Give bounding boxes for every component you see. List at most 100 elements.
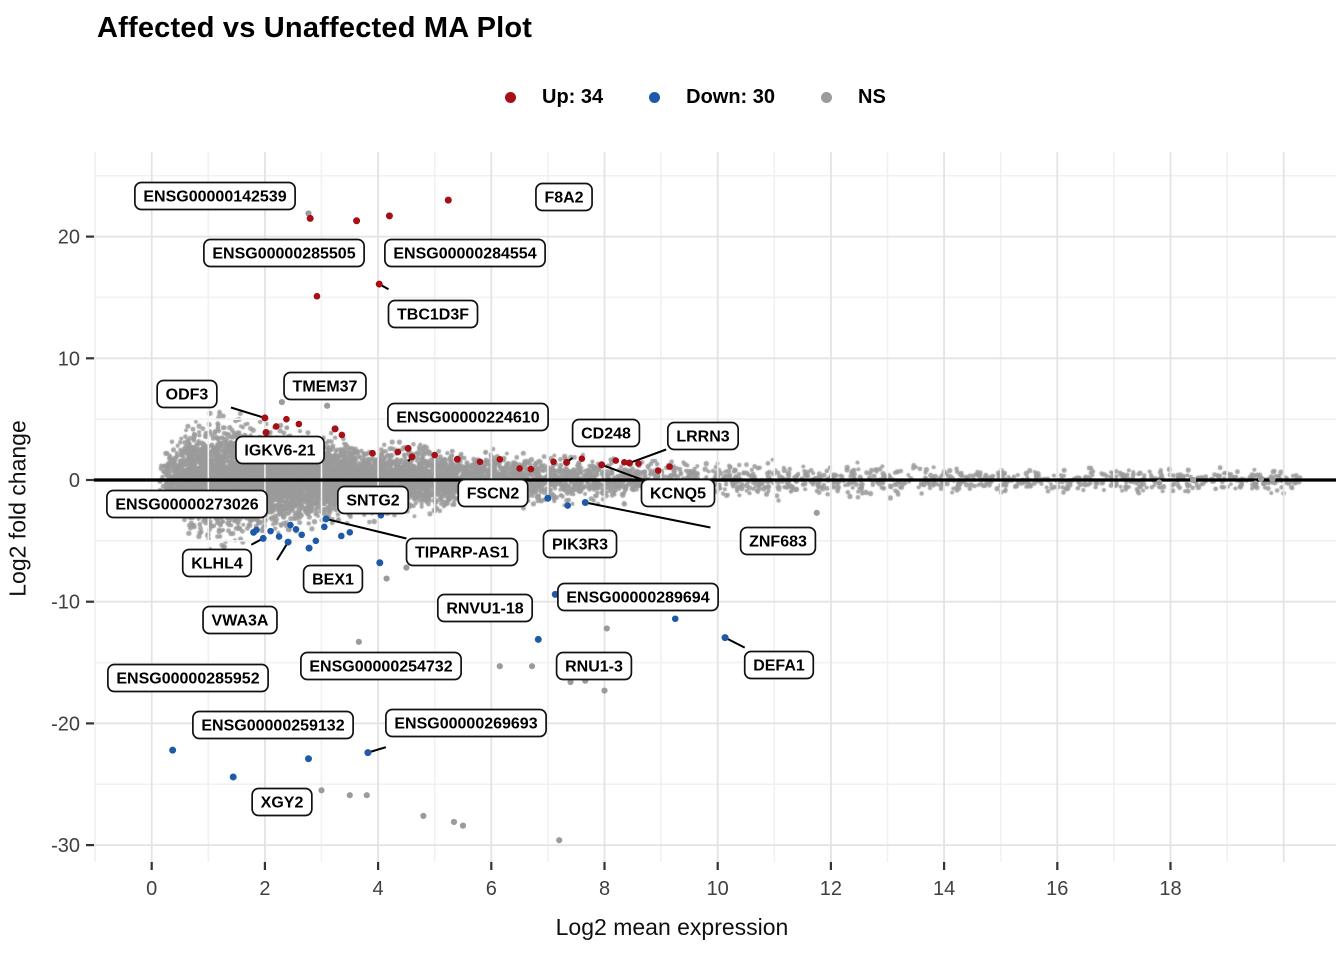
gene-label-TMEM37: TMEM37	[283, 371, 367, 401]
gene-point-TBC1D3F	[375, 280, 383, 288]
down-point	[287, 521, 294, 529]
up-point	[338, 431, 346, 439]
up-point	[516, 465, 523, 472]
down-point	[312, 537, 320, 545]
gene-point-ENSG00000254732	[376, 559, 384, 567]
gene-label-CD248: CD248	[571, 418, 641, 448]
gene-point-VWA3A	[284, 538, 292, 546]
ns-outlier-point	[383, 575, 390, 582]
gene-label-VWA3A: VWA3A	[202, 605, 278, 635]
ns-outlier-point	[603, 625, 610, 632]
gene-point-ODF3	[261, 414, 269, 422]
svg-text:ENSG00000269693: ENSG00000269693	[394, 716, 537, 733]
gene-point-BEX1	[305, 544, 313, 552]
gene-label-ENSG00000269693: ENSG00000269693	[385, 708, 547, 738]
ns-outlier-point	[450, 818, 458, 826]
gene-label-ENSG00000142539: ENSG00000142539	[134, 181, 296, 211]
svg-text:ODF3: ODF3	[166, 387, 209, 404]
gene-label-ENSG00000224610: ENSG00000224610	[387, 402, 549, 432]
svg-text:ENSG00000285505: ENSG00000285505	[212, 246, 355, 263]
up-point	[654, 467, 662, 474]
down-point	[275, 533, 283, 540]
gene-point-IGKV6-21	[262, 429, 270, 437]
gene-point-ENSG00000284554	[385, 212, 393, 220]
svg-text:CD248: CD248	[581, 426, 631, 443]
svg-text:LRRN3: LRRN3	[676, 429, 729, 446]
up-point	[496, 456, 504, 463]
ns-outlier-point	[813, 509, 820, 516]
ns-outlier-point	[278, 399, 285, 406]
svg-text:PIK3R3: PIK3R3	[552, 537, 608, 554]
gene-point-ENSG00000273026	[250, 528, 258, 536]
gene-label-BEX1: BEX1	[302, 564, 364, 594]
ns-outlier-point	[1190, 476, 1197, 484]
svg-text:KLHL4: KLHL4	[191, 556, 243, 573]
svg-text:ENSG00000284554: ENSG00000284554	[393, 246, 536, 263]
gene-labels: ENSG00000142539 F8A2 ENSG00000285505 ENSG00…	[106, 181, 817, 817]
ns-outlier-point	[459, 822, 467, 829]
ns-outlier-point	[496, 663, 503, 670]
gene-label-ENSG00000259132: ENSG00000259132	[192, 710, 354, 740]
svg-text:XGY2: XGY2	[261, 795, 304, 812]
gene-label-ODF3: ODF3	[156, 379, 218, 409]
y-axis-title: Log2 fold change	[4, 420, 31, 597]
up-point	[295, 420, 303, 428]
gene-label-TBC1D3F: TBC1D3F	[387, 299, 479, 329]
ns-outlier-point	[1257, 475, 1265, 482]
gene-label-ENSG00000284554: ENSG00000284554	[384, 238, 546, 268]
svg-text:VWA3A: VWA3A	[212, 613, 269, 630]
y-tick-label: -10	[51, 592, 80, 614]
x-tick-label: 16	[1046, 878, 1068, 900]
ns-outlier-point	[324, 402, 331, 409]
up-point	[666, 463, 673, 470]
down-point	[564, 502, 572, 509]
ns-outlier-point	[346, 792, 353, 799]
up-point	[621, 459, 628, 466]
ns-outlier-point	[556, 837, 563, 844]
y-tick-label: -20	[51, 713, 80, 735]
up-point	[635, 460, 642, 467]
gene-point-F8A2	[444, 196, 452, 204]
up-point	[283, 415, 290, 423]
down-point	[671, 615, 679, 623]
x-tick-label: 2	[259, 878, 270, 900]
x-tick-label: 6	[486, 878, 497, 900]
gene-label-PIK3R3: PIK3R3	[542, 529, 618, 559]
up-point	[578, 455, 586, 463]
gene-point-TIPARP-AS1	[322, 515, 330, 523]
axis-ticks: 0 2 4 6 8 10 12 14 16 18 20 10 0 -10 -20 -30	[51, 227, 1182, 900]
ns-outlier-point	[528, 663, 536, 670]
down-point	[321, 523, 328, 531]
y-tick-label: 10	[58, 348, 80, 370]
gene-point-PIK3R3	[544, 494, 552, 502]
ns-outlier-point	[567, 678, 574, 686]
up-point	[394, 448, 402, 456]
ns-outlier-point	[355, 638, 362, 645]
svg-text:ENSG00000289694: ENSG00000289694	[566, 590, 709, 607]
up-point	[527, 465, 535, 473]
down-point	[346, 529, 354, 536]
gene-label-IGKV6-21: IGKV6-21	[235, 435, 325, 465]
svg-text:RNVU1-18: RNVU1-18	[446, 601, 523, 618]
ns-outlier-point	[403, 564, 410, 571]
ns-outlier-point	[601, 687, 608, 694]
svg-text:RNU1-3: RNU1-3	[565, 659, 623, 676]
up-point	[431, 451, 439, 459]
svg-text:ENSG00000254732: ENSG00000254732	[309, 659, 452, 676]
ns-outlier-point	[1252, 480, 1259, 487]
x-tick-label: 18	[1159, 878, 1181, 900]
gene-point-CD248	[563, 458, 571, 466]
gene-point-TMEM37	[331, 425, 339, 433]
y-tick-label: 0	[69, 470, 80, 492]
gene-label-XGY2: XGY2	[251, 787, 313, 817]
ns-outlier-point	[1269, 476, 1276, 483]
svg-text:SNTG2: SNTG2	[346, 493, 399, 510]
svg-text:ENSG00000285952: ENSG00000285952	[116, 671, 259, 688]
gene-point-KLHL4	[259, 534, 267, 542]
gene-label-ENSG00000273026: ENSG00000273026	[106, 489, 268, 519]
gene-point-SNTG2	[408, 453, 416, 461]
svg-text:IGKV6-21: IGKV6-21	[244, 443, 315, 460]
svg-text:ENSG00000273026: ENSG00000273026	[115, 497, 258, 514]
